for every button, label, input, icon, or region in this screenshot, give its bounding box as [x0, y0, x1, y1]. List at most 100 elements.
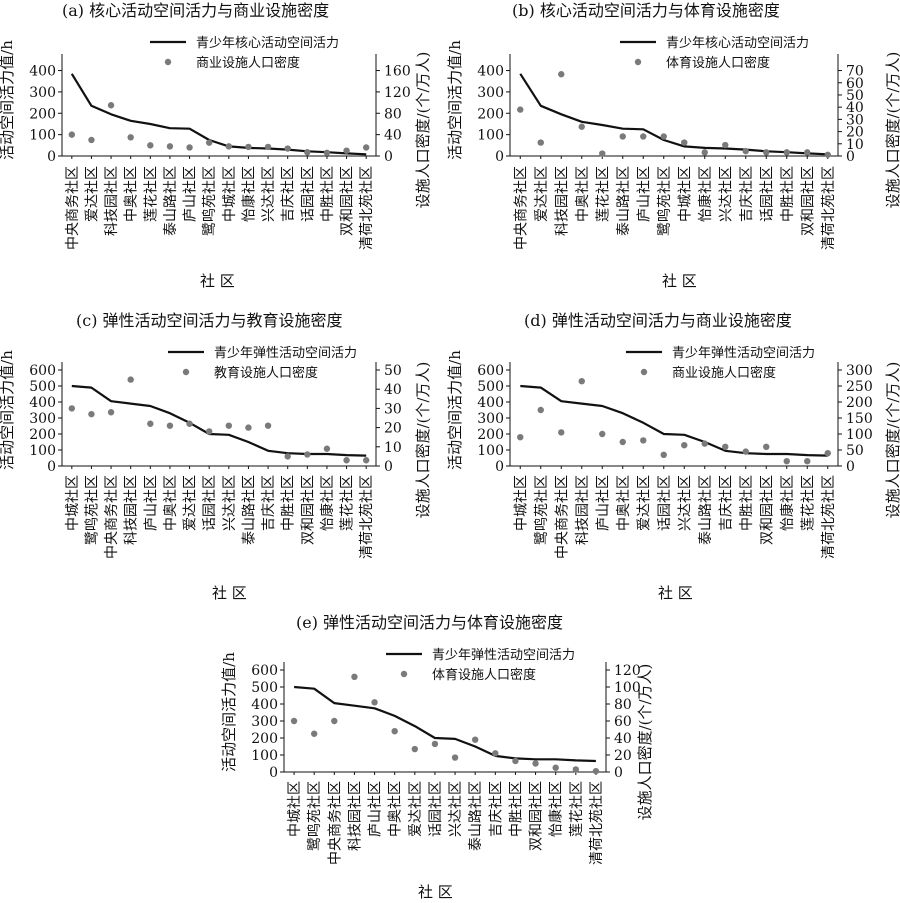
- y-axis-label-right: 设施人口密度/(个/万人): [414, 52, 432, 209]
- scatter-point: [451, 754, 459, 761]
- scatter-point: [599, 150, 606, 157]
- legend-dot-label: 体育设施人口密度: [432, 667, 536, 683]
- x-tick-label: 莲花社区: [143, 166, 159, 222]
- scatter-point: [343, 147, 350, 154]
- scatter-point: [290, 717, 298, 725]
- x-tick-label: 话园社区: [657, 475, 673, 531]
- x-tick-label: 中城社区: [677, 166, 693, 222]
- scatter-point: [284, 145, 291, 152]
- series-line: [71, 384, 367, 457]
- x-tick-label: 中胜社区: [780, 166, 796, 222]
- x-tick-label: 话园社区: [759, 166, 775, 222]
- right-tick-label: 0: [384, 459, 393, 475]
- left-tick-label: 100: [29, 443, 56, 459]
- x-tick-label: 科技园社区: [124, 475, 140, 545]
- scatter-point: [225, 422, 233, 429]
- scatter-point: [323, 149, 331, 156]
- left-tick-label: 500: [29, 379, 56, 395]
- legend-line-label: 青少年弹性活动空间活力: [432, 648, 575, 663]
- left-tick-label: 400: [29, 64, 56, 80]
- x-tick-label: 泰山路社区: [698, 475, 714, 545]
- y-axis-label-left: 活动空间活力值/h: [0, 350, 16, 470]
- y-axis-label-right: 设施人口密度/(个/万人): [884, 52, 900, 209]
- legend-dot-label: 体育设施人口密度: [666, 55, 770, 71]
- x-axis-label: 社 区: [662, 272, 697, 290]
- scatter-point: [599, 430, 606, 438]
- left-tick-label: 600: [251, 663, 278, 679]
- right-tick-label: 60: [614, 714, 632, 730]
- scatter-point: [331, 717, 338, 725]
- right-tick-label: 20: [846, 125, 864, 141]
- left-tick-label: 200: [477, 427, 504, 443]
- x-tick-label: 清荷北苑社区: [359, 166, 375, 250]
- left-tick-label: 100: [477, 128, 504, 144]
- chart-panel-a: (a) 核心活动空间活力与商业设施密度 0 100 200 300 400 0 40 80 120…: [0, 1, 432, 290]
- scatter-point: [205, 139, 213, 146]
- scatter-point: [371, 699, 378, 706]
- x-tick-label: 怡康社区: [240, 166, 257, 222]
- left-tick-label: 0: [269, 765, 278, 781]
- scatter-point: [537, 406, 544, 414]
- scatter-point: [107, 102, 115, 109]
- right-tick-label: 10: [384, 440, 402, 456]
- scatter-point: [558, 429, 565, 436]
- right-tick-label: 120: [384, 85, 411, 101]
- x-tick-label: 中胜社区: [739, 475, 755, 531]
- x-tick-label: 吉庆社区: [718, 475, 734, 531]
- left-tick-label: 200: [251, 731, 278, 747]
- scatter-point: [763, 149, 770, 156]
- scatter-point: [804, 458, 811, 465]
- scatter-point: [592, 767, 600, 775]
- right-tick-label: 40: [846, 100, 864, 116]
- scatter-point: [558, 71, 565, 78]
- chart-panel-d: (d) 弹性活动空间活力与商业设施密度010020030040050060005…: [446, 311, 900, 602]
- x-tick-label: 吉庆社区: [261, 475, 277, 531]
- scatter-point: [619, 438, 626, 446]
- scatter-point: [681, 139, 688, 146]
- x-tick-label: 庐山社区: [368, 781, 384, 837]
- right-tick-label: 100: [614, 680, 641, 696]
- scatter-point: [310, 730, 318, 737]
- left-tick-label: 100: [251, 748, 278, 764]
- right-tick-label: 50: [846, 88, 864, 104]
- x-axis-label: 社 区: [200, 272, 235, 290]
- x-tick-label: 怡康社区: [548, 781, 565, 837]
- x-tick-label: 庐山社区: [183, 166, 199, 222]
- x-tick-label: 爱达社区: [84, 166, 100, 222]
- left-tick-label: 500: [477, 379, 504, 395]
- scatter-point: [127, 134, 134, 141]
- scatter-point: [640, 437, 647, 444]
- chart-panel-e: (e) 弹性活动空间活力与体育设施密度010020030040050060002…: [220, 613, 654, 901]
- right-tick-label: 0: [846, 149, 855, 165]
- legend-line-label: 青少年弹性活动空间活力: [672, 346, 815, 361]
- scatter-point: [245, 424, 252, 431]
- left-tick-label: 300: [477, 411, 504, 427]
- scatter-point: [681, 442, 688, 449]
- scatter-point: [68, 405, 76, 412]
- left-tick-label: 400: [29, 395, 56, 411]
- x-tick-label: 中奥社区: [615, 475, 632, 531]
- right-tick-label: 0: [846, 459, 855, 475]
- x-tick-label: 泰山路社区: [468, 781, 484, 851]
- left-tick-label: 600: [477, 363, 504, 379]
- left-tick-label: 0: [47, 149, 56, 165]
- y-axis-label-right: 设施人口密度/(个/万人): [636, 664, 654, 821]
- x-tick-label: 科技园社区: [104, 166, 120, 236]
- x-tick-label: 话园社区: [202, 475, 218, 531]
- legend-dot-label: 教育设施人口密度: [214, 365, 318, 381]
- scatter-point: [147, 420, 154, 427]
- scatter-point: [471, 736, 479, 743]
- scatter-point: [804, 149, 811, 156]
- chart-panel-c: (c) 弹性活动空间活力与教育设施密度010020030040050060001…: [0, 311, 432, 602]
- scatter-point: [783, 149, 790, 156]
- right-tick-label: 40: [384, 382, 402, 398]
- right-tick-label: 40: [614, 731, 632, 747]
- scatter-point: [640, 133, 647, 140]
- x-tick-label: 怡康社区: [697, 166, 714, 222]
- chart-title: (a) 核心活动空间活力与商业设施密度: [62, 1, 329, 20]
- left-tick-label: 100: [29, 128, 56, 144]
- right-tick-label: 80: [384, 106, 402, 122]
- x-tick-label: 兴达社区: [222, 475, 238, 531]
- scatter-point: [552, 764, 559, 771]
